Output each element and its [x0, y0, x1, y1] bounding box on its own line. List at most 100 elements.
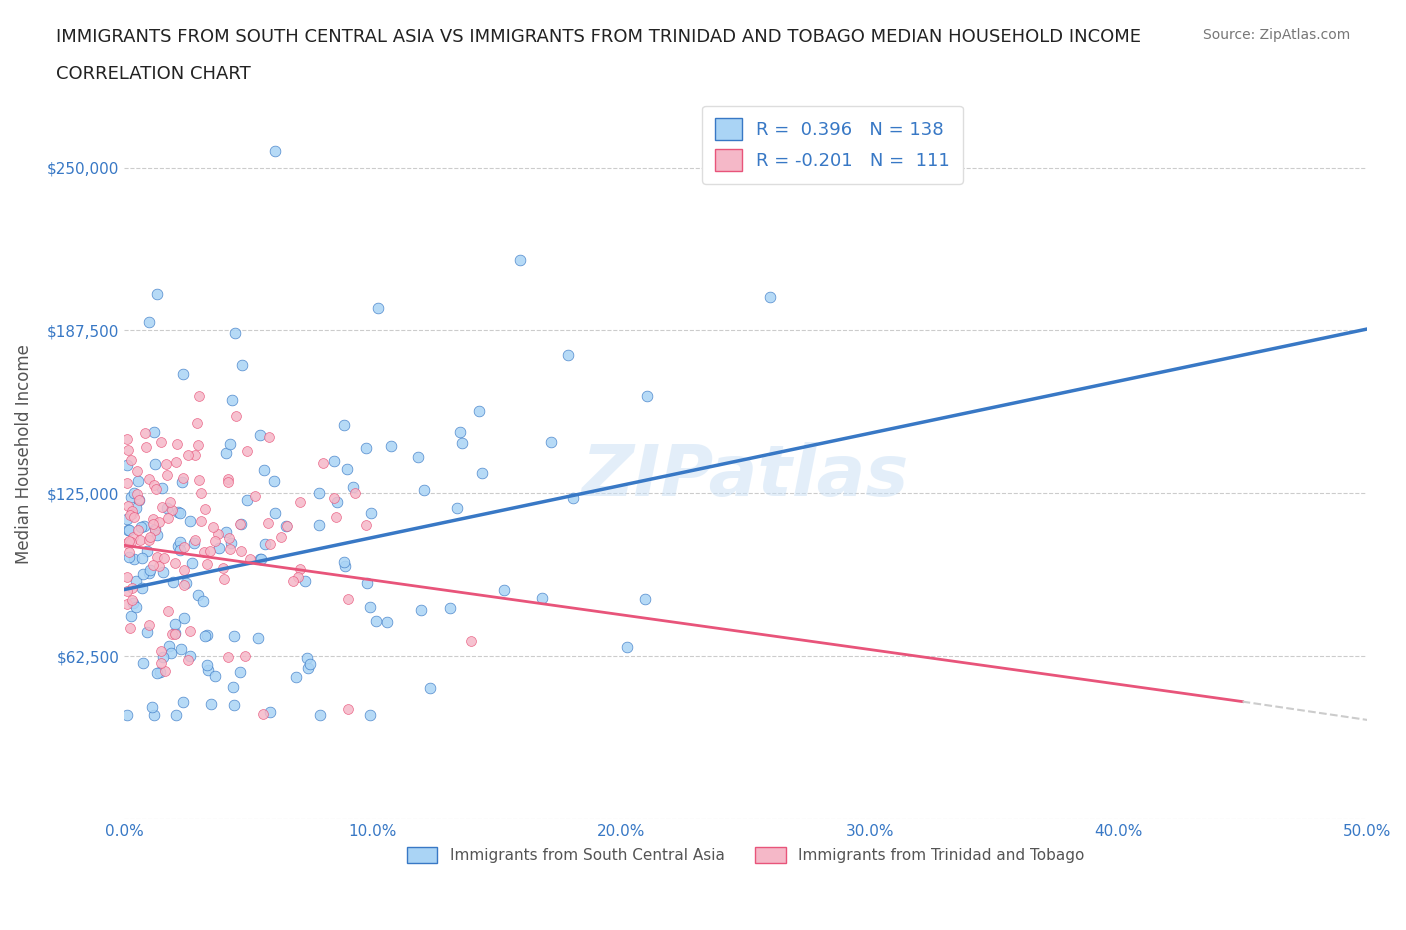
- Point: [149, 644, 172, 658]
- Point: [127, 523, 149, 538]
- Point: [222, 679, 245, 694]
- Point: [231, 358, 253, 373]
- Point: [252, 707, 274, 722]
- Point: [179, 648, 201, 663]
- Point: [297, 660, 319, 675]
- Point: [115, 570, 138, 585]
- Point: [367, 300, 389, 315]
- Point: [122, 595, 145, 610]
- Point: [138, 565, 160, 580]
- Point: [132, 567, 155, 582]
- Point: [257, 515, 280, 530]
- Point: [208, 541, 231, 556]
- Text: ZIPatlas: ZIPatlas: [582, 442, 910, 511]
- Point: [323, 454, 346, 469]
- Point: [215, 525, 238, 539]
- Point: [219, 436, 242, 451]
- Point: [326, 495, 349, 510]
- Point: [169, 535, 191, 550]
- Point: [163, 555, 186, 570]
- Point: [150, 500, 173, 515]
- Point: [636, 389, 658, 404]
- Point: [450, 435, 472, 450]
- Point: [254, 537, 277, 551]
- Point: [173, 578, 195, 592]
- Point: [129, 520, 152, 535]
- Point: [146, 286, 169, 301]
- Point: [141, 699, 163, 714]
- Point: [145, 481, 167, 496]
- Point: [142, 512, 165, 526]
- Point: [117, 498, 139, 513]
- Point: [217, 472, 239, 487]
- Point: [336, 701, 359, 716]
- Point: [143, 424, 166, 439]
- Point: [229, 517, 252, 532]
- Point: [288, 561, 311, 576]
- Point: [312, 455, 335, 470]
- Point: [299, 657, 322, 671]
- Point: [120, 535, 142, 550]
- Point: [143, 521, 166, 536]
- Point: [169, 543, 191, 558]
- Point: [281, 574, 304, 589]
- Point: [167, 538, 190, 553]
- Point: [170, 641, 193, 656]
- Point: [120, 609, 142, 624]
- Point: [115, 475, 138, 490]
- Point: [143, 707, 166, 722]
- Point: [146, 550, 169, 565]
- Point: [460, 633, 482, 648]
- Point: [294, 574, 316, 589]
- Point: [165, 455, 187, 470]
- Point: [246, 631, 269, 645]
- Point: [540, 435, 562, 450]
- Point: [173, 563, 195, 578]
- Point: [219, 535, 242, 550]
- Point: [264, 505, 287, 520]
- Point: [118, 544, 141, 559]
- Point: [333, 418, 356, 432]
- Point: [150, 480, 173, 495]
- Point: [160, 502, 183, 517]
- Point: [153, 664, 176, 679]
- Point: [160, 627, 183, 642]
- Point: [172, 367, 194, 382]
- Point: [120, 490, 142, 505]
- Point: [344, 486, 367, 501]
- Point: [235, 444, 257, 458]
- Point: [122, 485, 145, 500]
- Point: [342, 480, 364, 495]
- Point: [366, 614, 388, 629]
- Point: [162, 575, 184, 590]
- Point: [149, 655, 172, 670]
- Point: [179, 513, 201, 528]
- Legend: Immigrants from South Central Asia, Immigrants from Trinidad and Tobago: Immigrants from South Central Asia, Immi…: [401, 842, 1090, 870]
- Point: [172, 695, 194, 710]
- Point: [188, 389, 211, 404]
- Text: IMMIGRANTS FROM SOUTH CENTRAL ASIA VS IMMIGRANTS FROM TRINIDAD AND TOBAGO MEDIAN: IMMIGRANTS FROM SOUTH CENTRAL ASIA VS IM…: [56, 28, 1142, 46]
- Point: [187, 438, 209, 453]
- Point: [190, 513, 212, 528]
- Point: [191, 593, 214, 608]
- Point: [195, 658, 218, 672]
- Point: [380, 439, 402, 454]
- Point: [143, 457, 166, 472]
- Point: [156, 604, 179, 618]
- Point: [270, 529, 292, 544]
- Point: [557, 348, 579, 363]
- Point: [249, 428, 271, 443]
- Point: [167, 504, 190, 519]
- Point: [132, 519, 155, 534]
- Point: [308, 485, 330, 500]
- Point: [149, 434, 172, 449]
- Point: [218, 530, 240, 545]
- Point: [222, 629, 245, 644]
- Point: [409, 603, 432, 618]
- Point: [195, 628, 218, 643]
- Point: [128, 492, 150, 507]
- Point: [146, 666, 169, 681]
- Point: [179, 623, 201, 638]
- Point: [224, 698, 246, 712]
- Point: [138, 472, 160, 486]
